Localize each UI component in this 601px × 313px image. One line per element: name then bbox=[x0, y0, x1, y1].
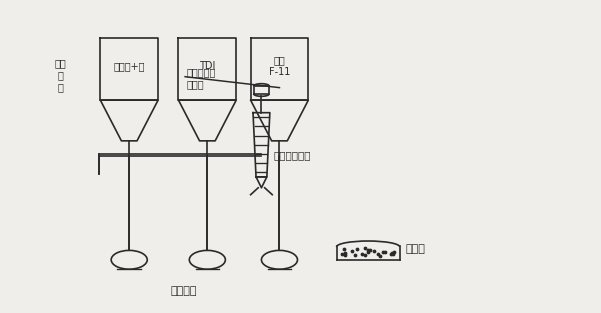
Text: 计量系统: 计量系统 bbox=[170, 286, 197, 296]
Point bbox=[369, 248, 379, 253]
Text: TDI: TDI bbox=[199, 61, 216, 71]
Point bbox=[365, 247, 375, 252]
Point bbox=[360, 245, 370, 250]
Point bbox=[379, 249, 388, 254]
Point bbox=[340, 246, 349, 251]
Point bbox=[340, 250, 350, 255]
Point bbox=[389, 249, 399, 254]
Text: 聚醉
F-11: 聚醉 F-11 bbox=[269, 55, 290, 77]
Point bbox=[388, 251, 397, 256]
Point bbox=[387, 250, 397, 255]
Point bbox=[363, 250, 373, 255]
Point bbox=[361, 252, 370, 257]
Point bbox=[386, 252, 395, 257]
Point bbox=[380, 250, 389, 255]
Point bbox=[350, 253, 360, 258]
Text: 泡沫体: 泡沫体 bbox=[406, 244, 426, 254]
Point bbox=[357, 251, 367, 256]
Point bbox=[347, 249, 357, 254]
Point bbox=[340, 253, 350, 258]
Point bbox=[373, 251, 383, 256]
Point bbox=[376, 254, 385, 259]
Point bbox=[364, 248, 373, 253]
Text: 胺化剂+水: 胺化剂+水 bbox=[114, 61, 145, 71]
Text: 配料
系
统: 配料 系 统 bbox=[54, 58, 66, 93]
Point bbox=[337, 251, 347, 256]
Text: 泡沫稳定剂
有机锡: 泡沫稳定剂 有机锡 bbox=[186, 67, 216, 90]
Text: 机械混合部位: 机械混合部位 bbox=[273, 150, 311, 160]
Point bbox=[352, 247, 361, 252]
